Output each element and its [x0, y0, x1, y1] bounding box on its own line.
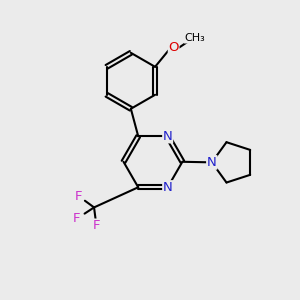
Text: O: O: [168, 41, 179, 54]
Text: N: N: [163, 181, 172, 194]
Text: F: F: [73, 212, 81, 225]
Text: F: F: [75, 190, 82, 203]
Text: N: N: [163, 130, 172, 143]
Text: N: N: [207, 156, 217, 169]
Text: N: N: [207, 156, 217, 169]
Text: F: F: [93, 219, 100, 232]
Text: CH₃: CH₃: [184, 33, 205, 43]
